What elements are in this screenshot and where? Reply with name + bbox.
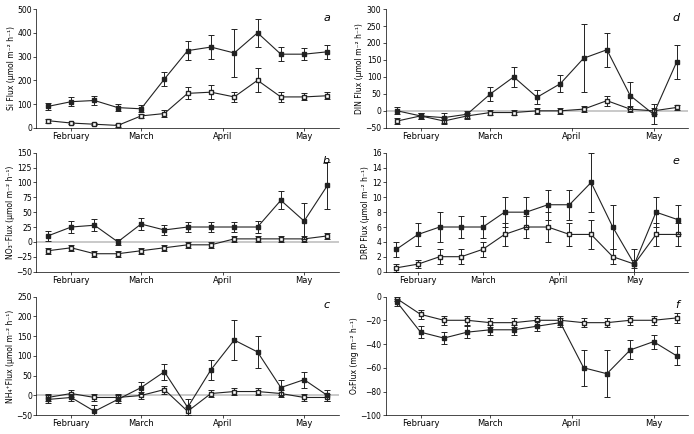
- Y-axis label: O₂Flux (mg m⁻² h⁻¹): O₂Flux (mg m⁻² h⁻¹): [350, 318, 359, 394]
- Text: d: d: [672, 13, 679, 23]
- Text: f: f: [675, 300, 679, 310]
- Y-axis label: NH₄⁺Flux (μmol m⁻² h⁻¹): NH₄⁺Flux (μmol m⁻² h⁻¹): [6, 309, 15, 402]
- Y-axis label: DIN Flux (μmol m⁻² h⁻¹): DIN Flux (μmol m⁻² h⁻¹): [355, 23, 364, 114]
- Text: e: e: [672, 156, 679, 166]
- Y-axis label: Si Flux (μmol m⁻² h⁻¹): Si Flux (μmol m⁻² h⁻¹): [7, 26, 16, 110]
- Y-axis label: NO₃⁻Flux (μmol m⁻² h⁻¹): NO₃⁻Flux (μmol m⁻² h⁻¹): [6, 165, 15, 259]
- Text: a: a: [323, 13, 330, 23]
- Y-axis label: DRP Flux (μmol m⁻² h⁻¹): DRP Flux (μmol m⁻² h⁻¹): [362, 166, 371, 259]
- Text: c: c: [324, 300, 330, 310]
- Text: b: b: [323, 156, 330, 166]
